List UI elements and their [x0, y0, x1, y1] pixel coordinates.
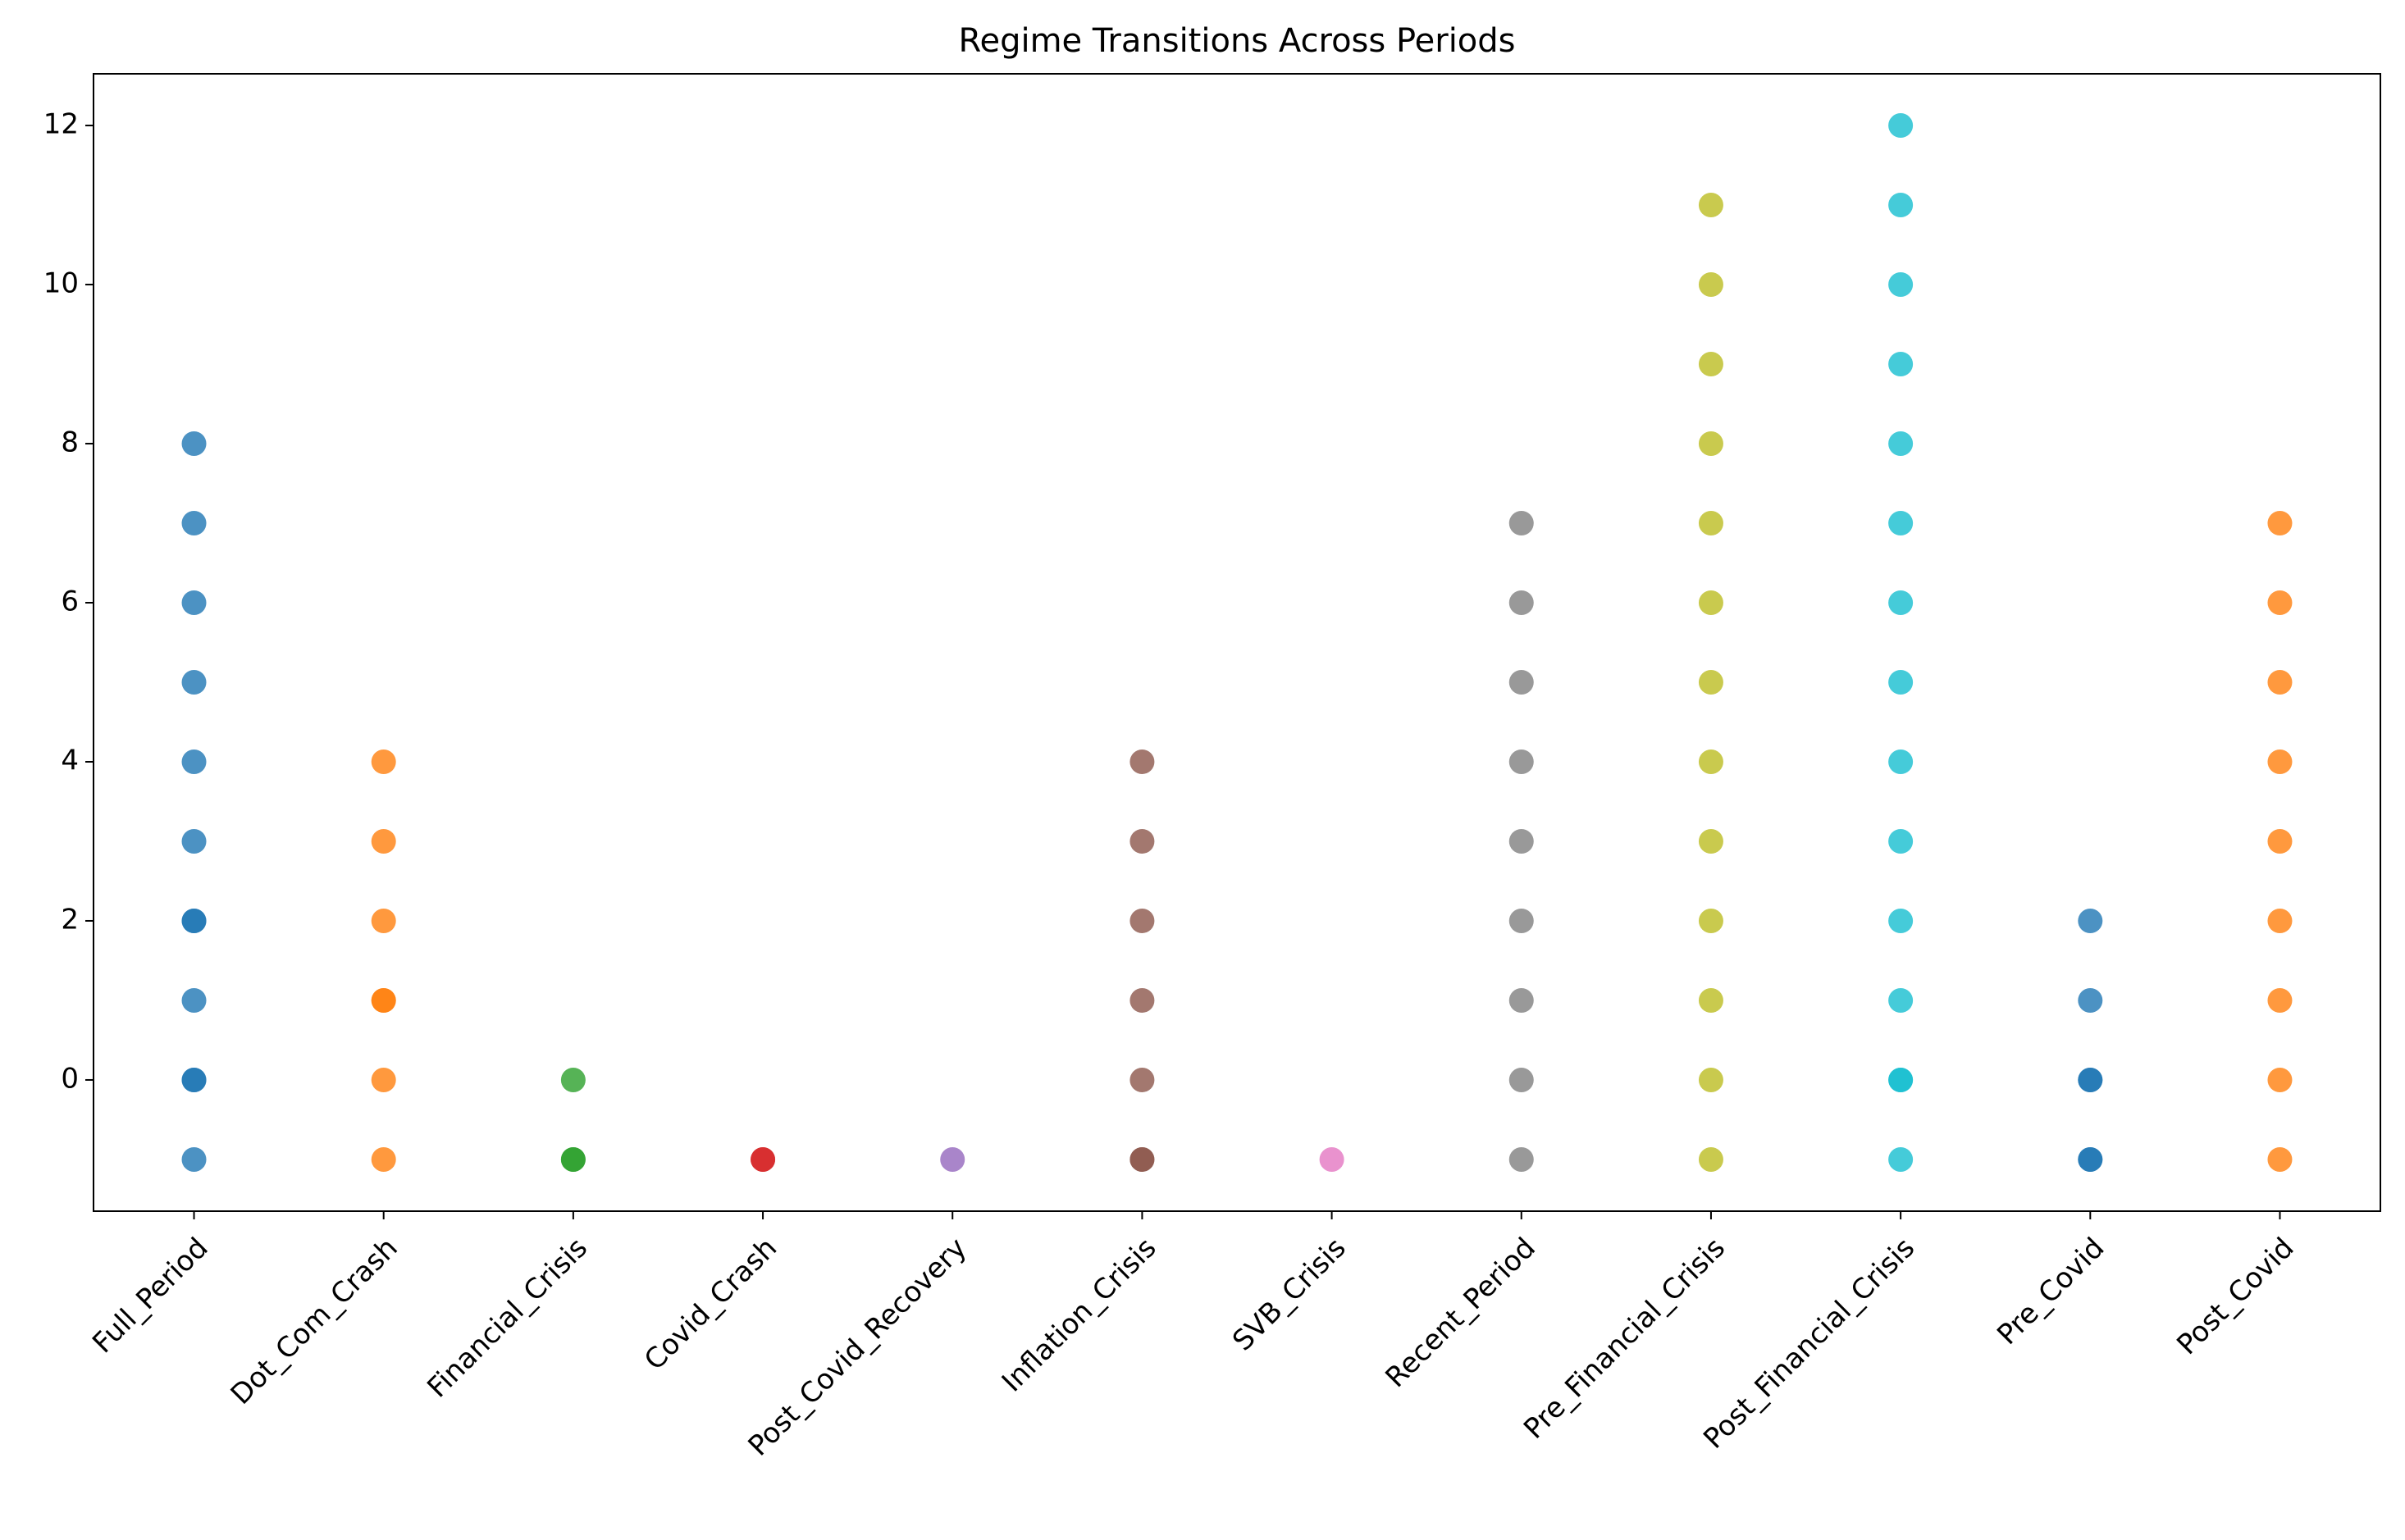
y-tick-label: 2 [61, 903, 79, 936]
point [1888, 1067, 1914, 1092]
point [2078, 908, 2103, 933]
y-tick-label: 8 [61, 426, 79, 459]
x-tick-label: Post_Covid [2170, 1232, 2300, 1361]
point [2078, 987, 2103, 1013]
point [181, 828, 207, 854]
point [181, 590, 207, 616]
point [560, 1067, 586, 1092]
point [1698, 669, 1723, 695]
point [1508, 511, 1534, 536]
point [1129, 749, 1155, 774]
x-tick-label: Financial_Crisis [421, 1232, 594, 1405]
x-tick-label: Post_Covid_Recovery [742, 1232, 974, 1463]
point [371, 1067, 396, 1092]
point [181, 1067, 207, 1092]
point [371, 828, 396, 854]
point [2267, 828, 2293, 854]
x-tick-label: Full_Period [86, 1232, 214, 1360]
x-tick-label: Post_Financial_Crisis [1697, 1232, 1921, 1456]
point [2267, 1067, 2293, 1092]
x-tick-label: Inflation_Crisis [996, 1232, 1163, 1399]
point [1698, 193, 1723, 218]
point [2267, 511, 2293, 536]
point [181, 669, 207, 695]
x-tick-label: Dot_Com_Crash [225, 1232, 404, 1411]
point [1698, 431, 1723, 457]
point [1508, 1146, 1534, 1172]
point [1129, 828, 1155, 854]
point [1508, 749, 1534, 774]
x-tick-label: Recent_Period [1379, 1232, 1541, 1394]
point [181, 511, 207, 536]
point [1698, 352, 1723, 377]
point [1888, 669, 1914, 695]
point [1698, 749, 1723, 774]
point [1888, 113, 1914, 139]
point [1888, 511, 1914, 536]
point [1508, 1067, 1534, 1092]
point [1129, 1146, 1155, 1172]
point [2078, 1146, 2103, 1172]
x-tick-label: Pre_Covid [1991, 1232, 2111, 1351]
point [181, 431, 207, 457]
x-tick-label: Pre_Financial_Crisis [1517, 1232, 1732, 1446]
x-tick-label: SVB_Crisis [1226, 1232, 1353, 1358]
y-tick-label: 6 [61, 585, 79, 618]
point [1508, 828, 1534, 854]
point [751, 1146, 776, 1172]
point [1508, 669, 1534, 695]
point [371, 987, 396, 1013]
point [1888, 987, 1914, 1013]
point [1888, 908, 1914, 933]
point [371, 749, 396, 774]
point [1508, 908, 1534, 933]
x-tick-label: Covid_Crash [638, 1232, 783, 1377]
point [1698, 590, 1723, 616]
point [1698, 272, 1723, 298]
point [1888, 828, 1914, 854]
point [2267, 908, 2293, 933]
point [181, 749, 207, 774]
point [1698, 908, 1723, 933]
point [1508, 987, 1534, 1013]
point [2267, 1146, 2293, 1172]
point [1888, 1146, 1914, 1172]
point [1129, 987, 1155, 1013]
point [2267, 669, 2293, 695]
point [2267, 749, 2293, 774]
point [1888, 272, 1914, 298]
point [940, 1146, 965, 1172]
point [1319, 1146, 1344, 1172]
point [2267, 590, 2293, 616]
point [1129, 1067, 1155, 1092]
point [560, 1146, 586, 1172]
point [1698, 1146, 1723, 1172]
point [181, 908, 207, 933]
point [1698, 1067, 1723, 1092]
point [371, 1146, 396, 1172]
point [1888, 193, 1914, 218]
chart-title: Regime Transitions Across Periods [958, 22, 1515, 60]
point [1888, 352, 1914, 377]
y-tick-label: 10 [43, 267, 79, 300]
y-tick-label: 12 [43, 108, 79, 141]
point [181, 987, 207, 1013]
point [1888, 749, 1914, 774]
y-tick-label: 4 [61, 744, 79, 777]
point [1888, 431, 1914, 457]
point [1698, 987, 1723, 1013]
point [181, 1146, 207, 1172]
point [1698, 828, 1723, 854]
plot-frame [93, 73, 2381, 1212]
point [371, 908, 396, 933]
point [1698, 511, 1723, 536]
y-tick-label: 0 [61, 1062, 79, 1095]
point [1888, 590, 1914, 616]
point [1508, 590, 1534, 616]
point [2267, 987, 2293, 1013]
point [1129, 908, 1155, 933]
point [2078, 1067, 2103, 1092]
